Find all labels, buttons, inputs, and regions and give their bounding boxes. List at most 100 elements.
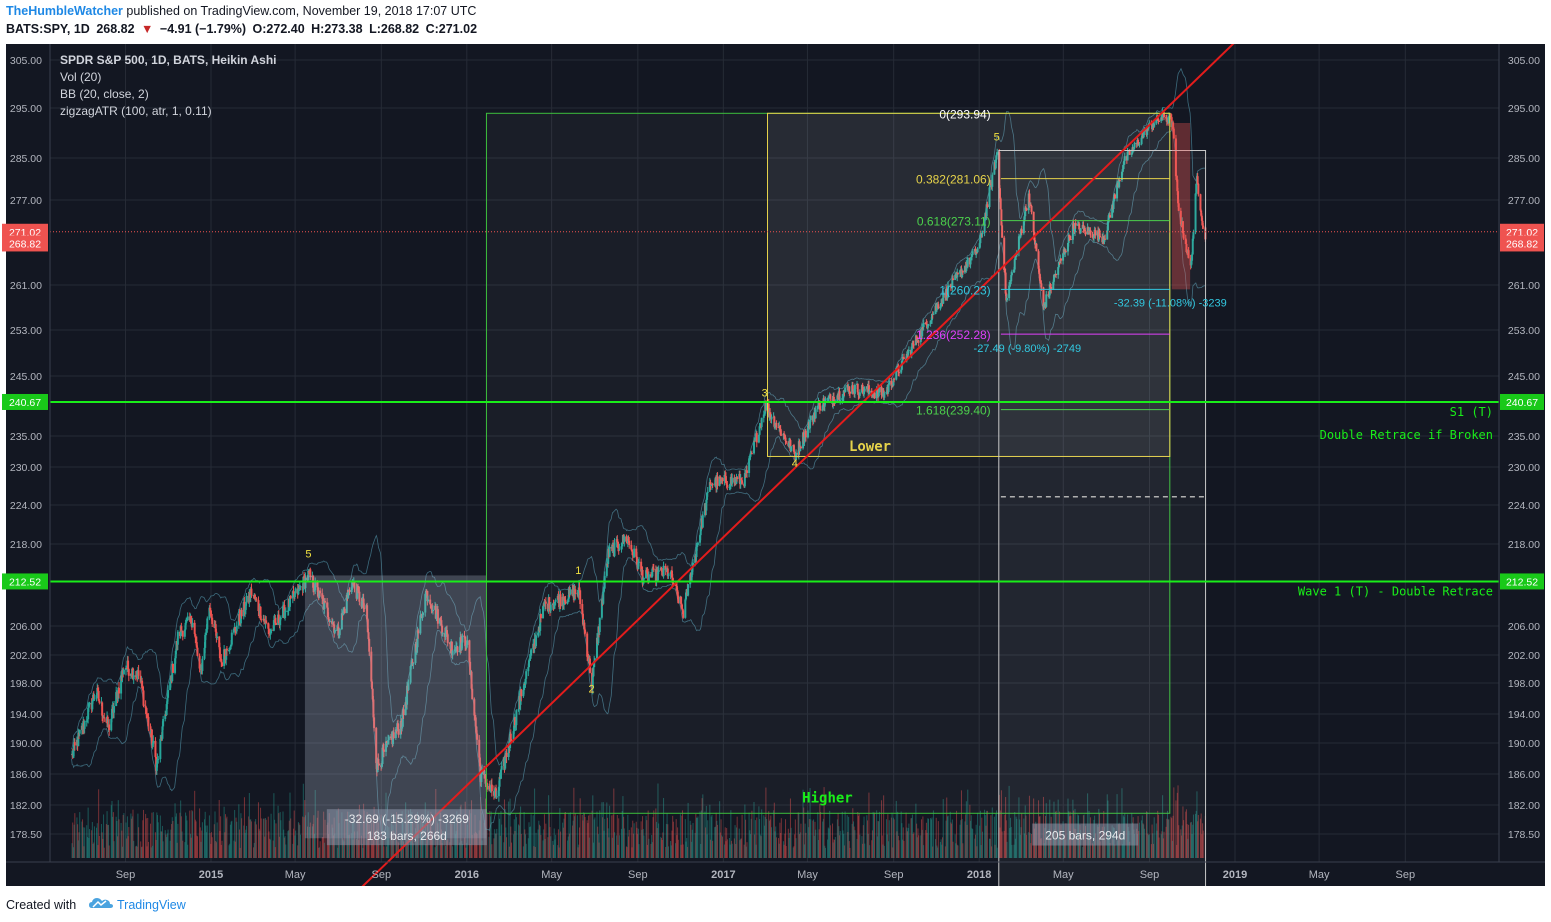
candle-body (932, 314, 935, 316)
candle-body (165, 704, 168, 715)
volume-bar (569, 812, 571, 858)
y-tick-left: 186.00 (10, 769, 42, 781)
candle-body (167, 690, 170, 698)
volume-bar (819, 803, 821, 858)
volume-bar (170, 829, 172, 858)
volume-bar (294, 835, 296, 858)
volume-bar (977, 812, 979, 858)
volume-bar (955, 843, 957, 858)
volume-bar (209, 833, 211, 858)
candle-body (617, 548, 620, 550)
candle-body (185, 620, 188, 623)
volume-bar (295, 830, 297, 858)
volume-bar (176, 842, 178, 858)
candle-body (988, 187, 991, 208)
volume-bar (127, 836, 129, 858)
volume-bar (1161, 831, 1163, 858)
volume-bar (517, 824, 519, 858)
candle-body (1153, 123, 1156, 127)
volume-bar (481, 840, 483, 858)
volume-bar (944, 846, 946, 858)
candle-body (716, 476, 719, 486)
volume-bar (223, 806, 225, 858)
price-badge-label: 212.52 (9, 576, 41, 588)
volume-bar (1023, 818, 1025, 858)
volume-bar (234, 841, 236, 858)
price-chart[interactable]: 0(293.94)0.382(281.06)0.618(273.11)1(260… (0, 44, 1551, 886)
volume-bar (361, 843, 363, 858)
candle-body (307, 570, 310, 572)
tradingview-link[interactable]: TradingView (117, 898, 186, 912)
candle-body (473, 699, 476, 716)
price-badge-label: 268.82 (9, 238, 41, 250)
candle-body (927, 324, 930, 326)
volume-bar (495, 833, 497, 858)
candle-body (638, 561, 641, 563)
volume-bar (106, 811, 108, 858)
volume-bar (1162, 838, 1164, 858)
volume-bar (676, 835, 678, 858)
candle-body (396, 723, 399, 730)
candle-body (762, 414, 765, 418)
x-tick-label: Sep (372, 869, 392, 881)
volume-bar (902, 827, 904, 858)
candle-body (656, 571, 659, 581)
volume-bar (779, 822, 781, 858)
volume-bar (513, 834, 515, 858)
volume-bar (567, 836, 569, 858)
candle-body (321, 598, 324, 601)
candle-body (685, 592, 688, 600)
candle-body (245, 595, 248, 604)
volume-bar (768, 811, 770, 858)
volume-bar (745, 846, 747, 858)
volume-bar (1049, 838, 1051, 858)
candle-body (806, 425, 809, 438)
volume-bar (288, 830, 290, 858)
volume-bar (157, 815, 159, 858)
author-link[interactable]: TheHumbleWatcher (6, 4, 123, 18)
volume-bar (549, 827, 551, 858)
candle-body (223, 649, 226, 666)
volume-bar (937, 821, 939, 858)
candle-body (500, 765, 503, 770)
volume-bar (853, 826, 855, 858)
volume-bar (461, 843, 463, 858)
volume-bar (89, 829, 91, 858)
candle-body (682, 610, 685, 618)
volume-bar (1167, 819, 1169, 858)
volume-bar (503, 799, 505, 858)
candle-body (981, 233, 984, 235)
candle-body (851, 385, 854, 393)
candle-body (174, 658, 177, 673)
volume-bar (112, 816, 114, 858)
candle-body (284, 610, 287, 612)
volume-bar (975, 824, 977, 858)
candle-body (386, 743, 389, 745)
volume-bar (743, 844, 745, 858)
candle-body (799, 446, 802, 452)
volume-bar (218, 799, 220, 858)
volume-bar (912, 833, 914, 858)
volume-bar (508, 846, 510, 858)
candle-body (97, 690, 100, 701)
volume-bar (224, 832, 226, 858)
candle-body (832, 396, 835, 402)
candle-body (729, 486, 732, 488)
volume-bar (1019, 834, 1021, 858)
candle-body (902, 357, 905, 359)
candle-body (901, 357, 904, 361)
volume-bar (612, 814, 614, 858)
candle-body (857, 392, 860, 396)
candle-body (1057, 267, 1060, 275)
volume-bar (827, 827, 829, 858)
volume-bar (974, 834, 976, 858)
candle-body (1138, 144, 1141, 146)
candle-body (628, 540, 631, 545)
candle-body (132, 675, 135, 680)
volume-bar (293, 828, 295, 858)
volume-bar (540, 834, 542, 858)
volume-bar (592, 842, 594, 858)
volume-bar (989, 838, 991, 858)
x-tick-label: Sep (628, 869, 648, 881)
volume-bar (166, 837, 168, 858)
